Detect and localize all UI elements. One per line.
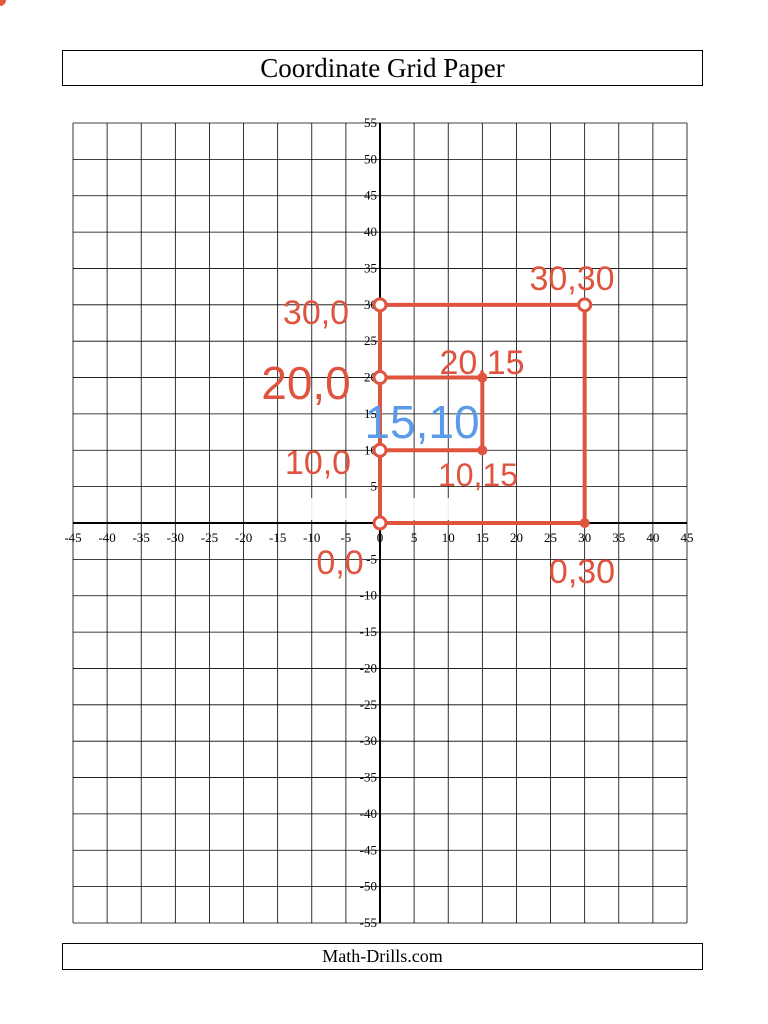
y-tick-label: -10 [360, 588, 377, 603]
point-30-0 [579, 518, 590, 528]
x-tick-label: -35 [133, 530, 150, 545]
x-tick-label: 35 [612, 530, 625, 545]
point-15-10 [477, 445, 488, 456]
y-tick-label: 40 [364, 224, 377, 239]
x-tick-label: -40 [98, 530, 115, 545]
page-title: Coordinate Grid Paper [260, 52, 505, 83]
y-tick-label: -30 [360, 733, 377, 748]
x-tick-label: -20 [235, 530, 252, 545]
whiteout-smudge [308, 498, 468, 520]
y-tick-label: 25 [364, 333, 377, 348]
x-tick-label: -5 [340, 530, 351, 545]
y-tick-label: -40 [360, 806, 377, 821]
point-30-30 [577, 297, 593, 313]
label-20-0: 20,0 [261, 357, 351, 409]
y-tick-label: 55 [364, 115, 377, 130]
x-tick-label: 15 [476, 530, 489, 545]
y-tick-label: -25 [360, 697, 377, 712]
label-20-15: 20,15 [439, 344, 524, 382]
label-10-0: 10,0 [285, 444, 351, 482]
x-tick-label: 10 [442, 530, 455, 545]
corner-ink-mark [0, 0, 6, 6]
y-tick-label: 15 [364, 406, 377, 421]
y-tick-label: -15 [360, 624, 377, 639]
x-tick-label: -30 [167, 530, 184, 545]
y-tick-label: 50 [364, 151, 377, 166]
x-tick-label: 5 [411, 530, 418, 545]
x-tick-label: -45 [64, 530, 81, 545]
label-0-0: 0,0 [316, 544, 363, 582]
label-30-0: 30,0 [283, 294, 349, 332]
y-tick-label: -35 [360, 770, 377, 785]
point-0-0 [372, 515, 388, 531]
x-tick-label: -25 [201, 530, 218, 545]
x-tick-label: 40 [646, 530, 659, 545]
x-tick-label: 20 [510, 530, 523, 545]
x-tick-label: -10 [303, 530, 320, 545]
label-0-30: 0,30 [549, 553, 615, 591]
point-0-30 [372, 297, 388, 313]
y-tick-label: -55 [360, 915, 377, 930]
x-tick-label: 0 [377, 530, 384, 545]
label-15-10: 15,10 [364, 396, 479, 448]
point-15-20 [477, 372, 488, 383]
x-tick-label: 30 [578, 530, 591, 545]
x-tick-label: 25 [544, 530, 557, 545]
y-tick-label: -20 [360, 660, 377, 675]
y-tick-label: 45 [364, 188, 377, 203]
y-tick-label: -45 [360, 842, 377, 857]
y-tick-label: -5 [366, 551, 377, 566]
x-tick-label: -15 [269, 530, 286, 545]
footer-box: Math-Drills.com [62, 943, 703, 970]
y-tick-label: 35 [364, 260, 377, 275]
x-tick-label: 45 [681, 530, 694, 545]
page-title-box: Coordinate Grid Paper [62, 50, 703, 86]
label-30-30: 30,30 [529, 260, 614, 298]
label-10-15: 10,15 [438, 457, 518, 493]
footer-text: Math-Drills.com [322, 946, 443, 966]
point-0-10 [372, 442, 388, 458]
y-tick-label: -50 [360, 879, 377, 894]
point-0-20 [372, 370, 388, 386]
y-tick-label: 5 [371, 479, 378, 494]
